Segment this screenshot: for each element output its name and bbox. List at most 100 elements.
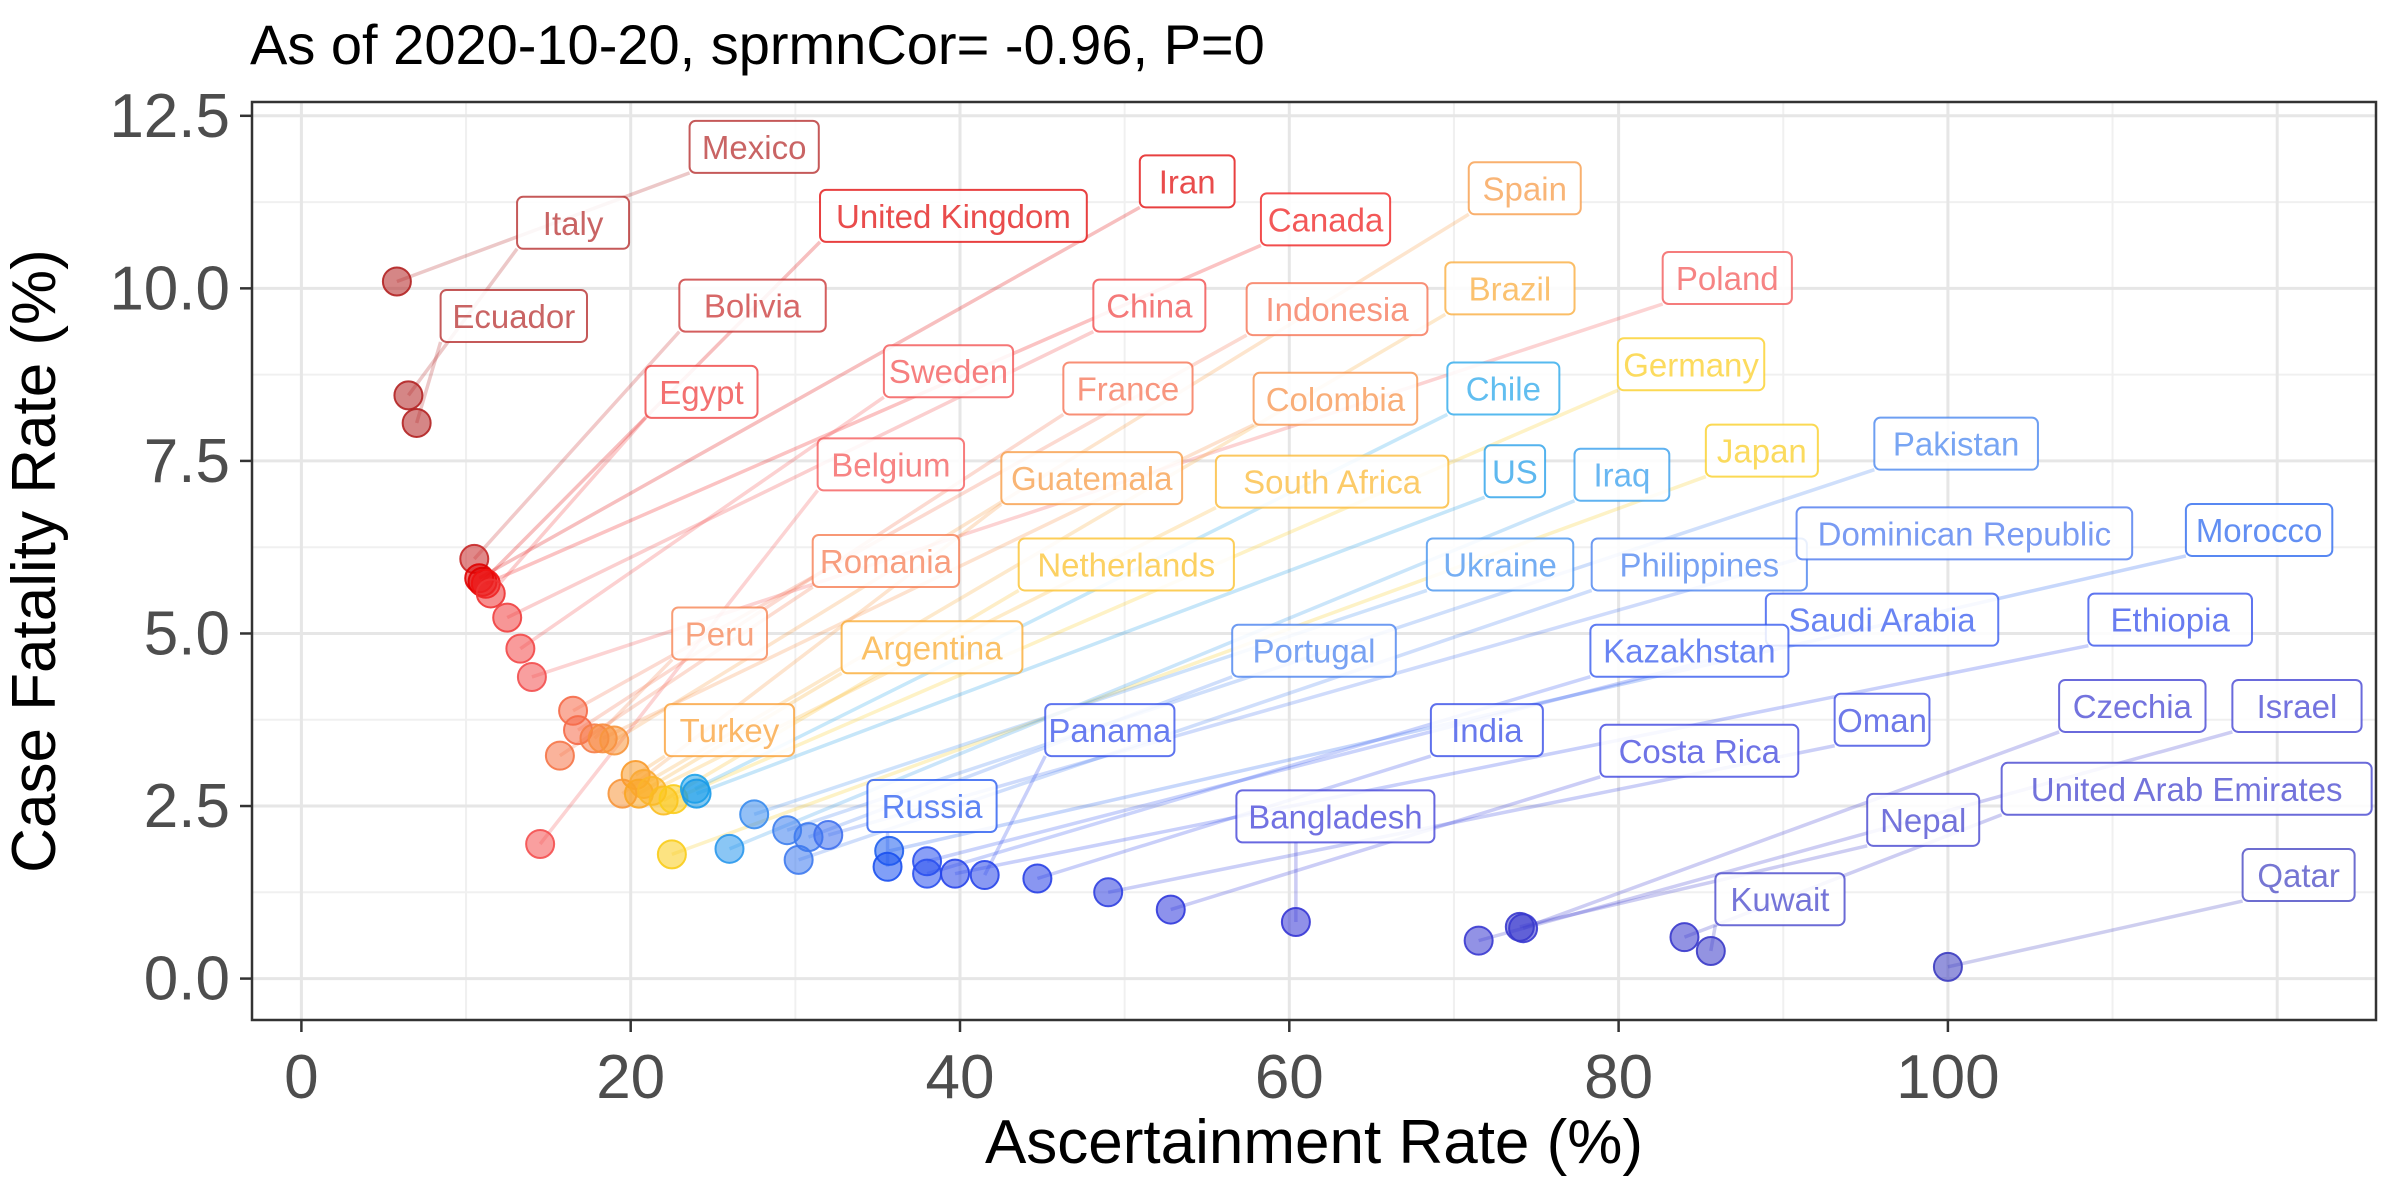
- point-label: Ethiopia: [2087, 592, 2253, 647]
- label-text: Iran: [1159, 163, 1216, 200]
- data-point: [1463, 925, 1494, 956]
- label-box: [1714, 872, 1846, 927]
- point-label: Romania: [811, 534, 961, 588]
- label-box: [2241, 848, 2356, 903]
- data-point: [393, 380, 424, 411]
- y-axis-title: Case Fatality Rate (%): [0, 249, 69, 873]
- data-point: [813, 820, 844, 851]
- point-label: China: [1092, 278, 1207, 333]
- label-text: Bolivia: [704, 288, 802, 325]
- label-box: [819, 188, 1088, 243]
- data-point: [525, 828, 556, 859]
- point-label: United Arab Emirates: [2000, 761, 2373, 816]
- label-text: Bangladesh: [1248, 798, 1422, 835]
- label-box: [1138, 154, 1236, 209]
- label-box: [1425, 537, 1575, 592]
- data-point: [681, 778, 712, 809]
- label-text: Chile: [1466, 370, 1541, 407]
- label-text: Germany: [1623, 346, 1759, 383]
- point-label: Qatar: [2241, 848, 2356, 903]
- label-text: Netherlands: [1037, 546, 1215, 583]
- point-label: Canada: [1259, 192, 1392, 247]
- label-text: Israel: [2257, 688, 2338, 725]
- label-box: [1795, 506, 2134, 561]
- label-text: India: [1451, 712, 1523, 749]
- point-label: Guatemala: [1000, 451, 1184, 506]
- point-label: Pakistan: [1873, 416, 2039, 471]
- label-text: Qatar: [2257, 857, 2340, 894]
- data-point: [492, 602, 523, 633]
- label-text: Indonesia: [1265, 291, 1409, 328]
- label-text: Costa Rica: [1619, 733, 1781, 770]
- point-label: Turkey: [663, 703, 796, 758]
- label-connector: [478, 205, 1141, 580]
- point-label: Chile: [1446, 361, 1561, 416]
- label-box: [866, 779, 998, 834]
- label-box: [1062, 361, 1194, 416]
- data-point: [940, 858, 971, 889]
- point-label: Nepal: [1866, 792, 1981, 847]
- label-text: Brazil: [1469, 270, 1552, 307]
- point-label: Japan: [1704, 423, 1819, 478]
- label-box: [516, 195, 631, 250]
- label-box: [1573, 447, 1671, 502]
- point-label: Egypt: [644, 364, 759, 419]
- label-box: [644, 364, 759, 419]
- label-text: Panama: [1048, 712, 1172, 749]
- label-text: United Arab Emirates: [2031, 771, 2343, 808]
- label-box: [1259, 192, 1392, 247]
- label-box: [811, 534, 961, 588]
- chart-title: As of 2020-10-20, sprmnCor= -0.96, P=0: [250, 13, 1265, 76]
- label-text: Iraq: [1593, 457, 1650, 494]
- label-connector: [489, 416, 647, 595]
- label-text: United Kingdom: [836, 198, 1071, 235]
- label-box: [1661, 251, 1793, 306]
- point-label: Russia: [866, 779, 998, 834]
- label-box: [678, 278, 827, 333]
- label-text: Russia: [882, 788, 984, 825]
- point-label: Kuwait: [1714, 872, 1846, 927]
- label-box: [1590, 537, 1808, 592]
- data-point: [714, 833, 745, 864]
- label-text: Spain: [1483, 170, 1567, 207]
- point-label: Netherlands: [1017, 537, 1235, 592]
- point-label: Dominican Republic: [1795, 506, 2134, 561]
- label-text: Poland: [1676, 260, 1779, 297]
- point-label: Morocco: [2184, 502, 2334, 557]
- data-point: [1504, 911, 1535, 942]
- label-text: Ukraine: [1443, 546, 1557, 583]
- point-label: Ukraine: [1425, 537, 1575, 592]
- label-text: Portugal: [1253, 633, 1376, 670]
- label-connector: [1519, 844, 1868, 929]
- point-label: Colombia: [1252, 371, 1419, 426]
- label-box: [688, 119, 820, 174]
- data-point: [656, 839, 687, 870]
- label-text: Argentina: [861, 629, 1003, 666]
- point-label: Saudi Arabia: [1764, 592, 2000, 647]
- label-text: Kuwait: [1730, 881, 1829, 918]
- data-point: [1695, 935, 1726, 966]
- label-text: Egypt: [659, 374, 743, 411]
- point-label: Argentina: [840, 620, 1024, 675]
- data-point: [544, 740, 575, 771]
- point-label: Philippines: [1590, 537, 1808, 592]
- label-text: Japan: [1717, 433, 1807, 470]
- y-axis: 0.0 2.5 5.0 7.5 10.0 12.5: [109, 82, 252, 1014]
- point-label: Peru: [671, 606, 769, 661]
- data-point: [1280, 906, 1311, 937]
- point-label: Oman: [1833, 692, 1931, 747]
- label-connector: [672, 388, 1619, 801]
- x-tick-label: 60: [1255, 1043, 1324, 1112]
- label-connector: [926, 643, 1767, 863]
- label-text: France: [1077, 370, 1180, 407]
- label-text: Oman: [1837, 702, 1927, 739]
- point-label: Poland: [1661, 251, 1793, 306]
- label-box: [1704, 423, 1819, 478]
- point-label: Bangladesh: [1235, 789, 1436, 844]
- data-point: [1932, 951, 1963, 982]
- label-text: Colombia: [1266, 381, 1406, 418]
- label-box: [1833, 692, 1931, 747]
- x-tick-label: 80: [1584, 1043, 1653, 1112]
- point-label: Ecuador: [439, 288, 588, 343]
